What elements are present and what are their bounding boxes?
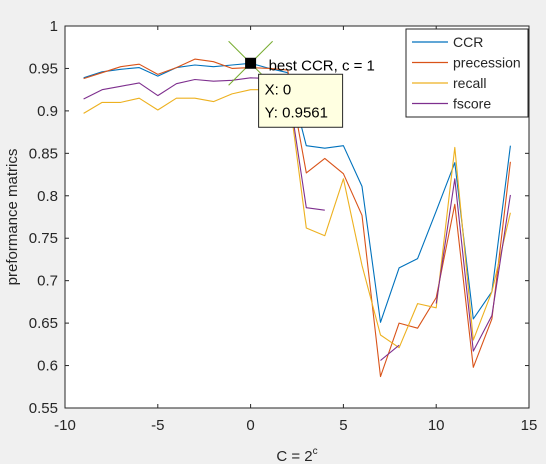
y-tick-label: 0.9 [37, 103, 58, 120]
x-tick-label: 5 [339, 417, 347, 434]
y-tick-label: 0.8 [37, 188, 58, 205]
series-segment [380, 344, 400, 361]
y-tick-label: 1 [50, 18, 58, 35]
y-tick-label: 0.55 [29, 400, 58, 417]
y-tick-label: 0.6 [37, 358, 58, 375]
legend[interactable]: CCR precession recall fscore [405, 28, 529, 118]
y-tick-label: 0.75 [29, 230, 58, 247]
legend-entry-label: recall [453, 75, 486, 91]
x-axis-label: C = 2c [276, 446, 317, 464]
y-tick-label: 0.7 [37, 273, 58, 290]
x-axis-label-base: C = 2 [276, 448, 312, 464]
legend-box [405, 28, 529, 118]
x-tick-label: 10 [428, 417, 445, 434]
series-segment [435, 178, 511, 352]
datatip-y-value: Y: 0.9561 [265, 104, 328, 121]
datatip-marker[interactable] [245, 57, 257, 69]
legend-entry-label: precession [453, 55, 521, 71]
legend-entry-label: fscore [453, 96, 491, 112]
x-tick-label: 0 [246, 417, 254, 434]
datatip[interactable]: best CCR, c = 1 X: 0 Y: 0.9561 [228, 40, 375, 128]
y-tick-label: 0.95 [29, 60, 58, 77]
x-tick-label: -5 [151, 417, 164, 434]
y-axis-label: preformance matrics [4, 149, 21, 286]
y-tick-label: 0.65 [29, 315, 58, 332]
x-tick-label: -10 [54, 417, 76, 434]
datatip-box [258, 73, 344, 128]
datatip-annotation: best CCR, c = 1 [269, 57, 375, 74]
x-axis-label-superscript: c [313, 446, 318, 457]
plot-frame [64, 25, 530, 409]
tick-layer: -10 -5 0 5 10 15 0.55 0.6 0.65 0.7 0.75 0.8 0.85 0.9 0… [29, 18, 538, 434]
legend-entry-label: CCR [453, 34, 483, 50]
x-tick-label: 15 [521, 417, 538, 434]
y-tick-label: 0.85 [29, 145, 58, 162]
datatip-x-value: X: 0 [265, 81, 292, 98]
